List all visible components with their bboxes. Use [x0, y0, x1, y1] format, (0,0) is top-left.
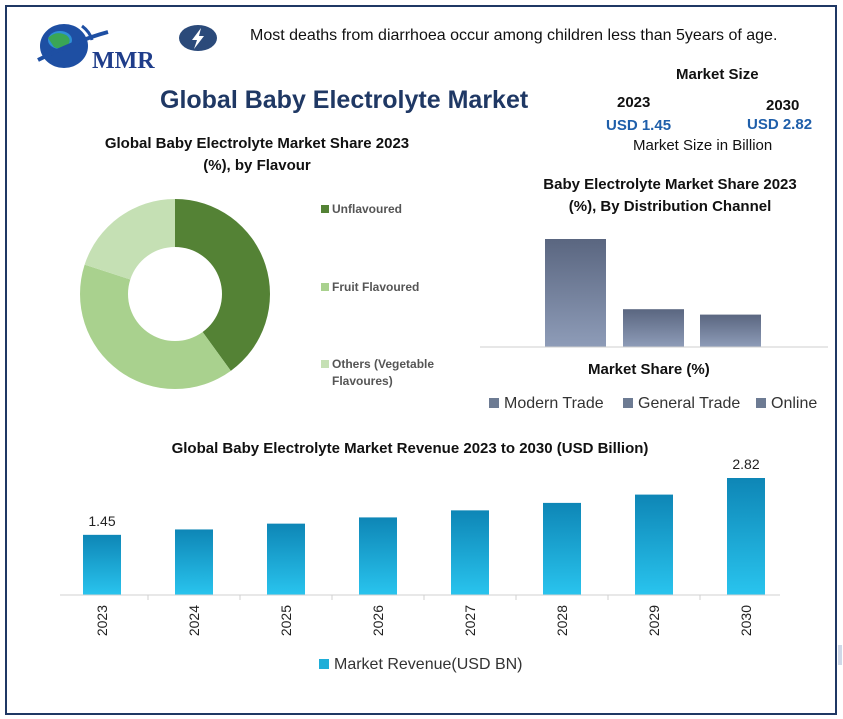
revenue-tick-label: 2029 [646, 605, 662, 636]
flavour-legend-label-line: Fruit Flavoured [332, 280, 420, 294]
mmr-logo [34, 18, 164, 78]
distribution-chart-title: Baby Electrolyte Market Share 2023 (%), … [520, 174, 820, 218]
revenue-bar-chart: 1.45 2023 2024 2025 2026 2027 2028 2029 2.82 2030 [60, 456, 780, 636]
flavour-chart-title: Global Baby Electrolyte Market Share 202… [92, 133, 422, 177]
flavour-legend-label-line: Others (Vegetable [332, 357, 435, 371]
revenue-data-label: 2.82 [732, 456, 759, 472]
revenue-tick-label: 2030 [738, 605, 754, 636]
revenue-bar-2028 [543, 502, 581, 595]
distribution-legend-swatch [489, 398, 499, 408]
flavour-legend-swatch [321, 205, 329, 213]
distribution-legend-swatch [623, 398, 633, 408]
market-size-year-end: 2030 [766, 97, 800, 114]
flavour-legend-label: Fruit Flavoured [332, 279, 419, 296]
slice-fruit-flavoured [80, 264, 231, 389]
distribution-chart-title-line1: Baby Electrolyte Market Share 2023 [543, 176, 797, 193]
revenue-bar-2025 [267, 523, 305, 595]
flavour-chart-title-line2: (%), by Flavour [203, 157, 311, 174]
distribution-bar-online [700, 314, 761, 347]
market-size-value-start: USD 1.45 [606, 117, 672, 134]
page-title: Global Baby Electrolyte Market [160, 86, 529, 114]
distribution-legend-label: Modern Trade [504, 395, 604, 412]
revenue-legend-label: Market Revenue(USD BN) [334, 656, 523, 673]
flavour-legend-swatch [321, 283, 329, 291]
revenue-bar-2030 [727, 478, 765, 595]
distribution-bar-chart [480, 239, 828, 348]
distribution-axis-title: Market Share (%) [588, 361, 710, 378]
revenue-bar-2024 [175, 529, 213, 595]
flavour-donut-chart [80, 199, 270, 389]
logo-text: MMR [92, 48, 155, 74]
flavour-legend-label: Unflavoured [332, 201, 402, 218]
flavour-legend-label-line: Flavoures) [332, 374, 393, 388]
lightning-bolt-icon [178, 23, 218, 53]
market-size-title: Market Size [676, 66, 759, 83]
market-size-unit: Market Size in Billion [633, 137, 773, 154]
flavour-chart-title-line1: Global Baby Electrolyte Market Share 202… [104, 135, 410, 152]
revenue-bar-2027 [451, 510, 489, 595]
distribution-bar-modern-trade [545, 239, 606, 347]
distribution-bar-general-trade [623, 309, 684, 347]
market-size-year-start: 2023 [617, 94, 651, 111]
distribution-legend-label: Online [771, 395, 818, 412]
flavour-legend-label: Others (Vegetable Flavoures) [332, 356, 434, 390]
revenue-bar-2023 [83, 534, 121, 595]
revenue-bar-2029 [635, 494, 673, 595]
distribution-legend-swatch [756, 398, 766, 408]
page-frame [5, 5, 837, 715]
revenue-tick-label: 2025 [278, 605, 294, 636]
distribution-chart-title-line2: (%), By Distribution Channel [568, 198, 772, 215]
slice-unflavoured [175, 199, 270, 371]
revenue-tick-label: 2024 [186, 605, 202, 636]
flavour-legend-swatch [321, 360, 329, 368]
edge-marker [838, 645, 842, 665]
revenue-tick-label: 2027 [462, 605, 478, 636]
distribution-legend-label: General Trade [638, 395, 741, 412]
slice-others [84, 199, 175, 280]
revenue-legend-swatch [319, 659, 329, 669]
revenue-data-label: 1.45 [88, 513, 115, 529]
revenue-bar-2026 [359, 517, 397, 595]
revenue-tick-label: 2023 [94, 605, 110, 636]
revenue-tick-label: 2026 [370, 605, 386, 636]
market-size-value-end: USD 2.82 [747, 116, 813, 133]
flavour-legend-label-line: Unflavoured [332, 202, 403, 216]
revenue-chart-title: Global Baby Electrolyte Market Revenue 2… [171, 440, 649, 457]
revenue-tick-label: 2028 [554, 605, 570, 636]
fact-text: Most deaths from diarrhoea occur among c… [250, 27, 778, 44]
